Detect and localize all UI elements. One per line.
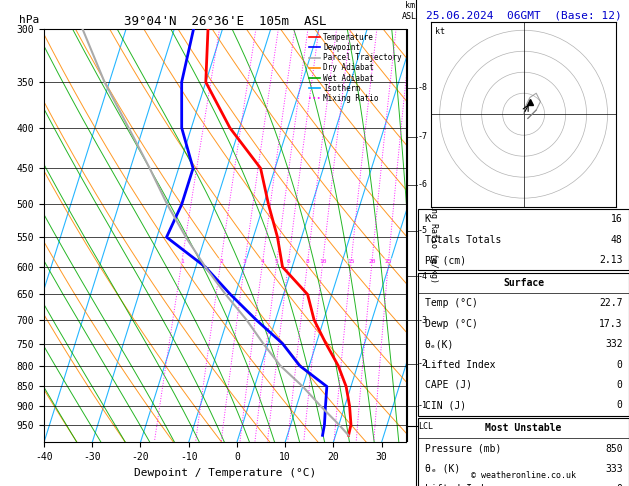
Text: 8: 8 (306, 259, 309, 264)
Text: 6: 6 (287, 259, 291, 264)
Text: 3: 3 (243, 259, 247, 264)
X-axis label: Dewpoint / Temperature (°C): Dewpoint / Temperature (°C) (134, 468, 316, 478)
Text: 0: 0 (617, 400, 623, 410)
Text: 332: 332 (605, 339, 623, 349)
Bar (418, 209, 629, 270)
Text: 4: 4 (261, 259, 265, 264)
Text: θₑ (K): θₑ (K) (425, 464, 460, 474)
Text: -4: -4 (418, 272, 428, 281)
Text: -7: -7 (418, 132, 428, 141)
Text: 333: 333 (605, 464, 623, 474)
Text: -6: -6 (418, 180, 428, 189)
Bar (418, 418, 629, 486)
Text: © weatheronline.co.uk: © weatheronline.co.uk (471, 471, 576, 480)
Text: 25.06.2024  06GMT  (Base: 12): 25.06.2024 06GMT (Base: 12) (426, 11, 621, 21)
Text: Most Unstable: Most Unstable (486, 423, 562, 433)
Bar (418, 273, 629, 416)
Text: Lifted Index: Lifted Index (425, 360, 495, 369)
Text: 48: 48 (611, 235, 623, 244)
Text: K: K (425, 214, 430, 224)
Text: -2: -2 (418, 359, 428, 368)
Text: 22.7: 22.7 (599, 298, 623, 308)
Text: PW (cm): PW (cm) (425, 255, 465, 265)
Text: Lifted Index: Lifted Index (425, 485, 495, 486)
Text: km
ASL: km ASL (403, 1, 417, 21)
Text: Pressure (mb): Pressure (mb) (425, 444, 501, 453)
Text: Dewp (°C): Dewp (°C) (425, 319, 477, 329)
Text: Temp (°C): Temp (°C) (425, 298, 477, 308)
Text: 5: 5 (275, 259, 279, 264)
Text: 20: 20 (368, 259, 376, 264)
Text: CIN (J): CIN (J) (425, 400, 465, 410)
Text: CAPE (J): CAPE (J) (425, 380, 472, 390)
Text: 1: 1 (180, 259, 184, 264)
Text: 17.3: 17.3 (599, 319, 623, 329)
Text: kt: kt (435, 28, 445, 36)
Text: 15: 15 (347, 259, 355, 264)
Text: 850: 850 (605, 444, 623, 453)
Text: LCL: LCL (418, 422, 433, 431)
Text: 2: 2 (219, 259, 223, 264)
Text: -1: -1 (418, 401, 428, 410)
Text: -5: -5 (418, 226, 428, 235)
Text: θₑ(K): θₑ(K) (425, 339, 454, 349)
Legend: Temperature, Dewpoint, Parcel Trajectory, Dry Adiabat, Wet Adiabat, Isotherm, Mi: Temperature, Dewpoint, Parcel Trajectory… (306, 30, 405, 106)
Text: hPa: hPa (19, 15, 39, 25)
Text: Totals Totals: Totals Totals (425, 235, 501, 244)
Text: 0: 0 (617, 380, 623, 390)
Text: 2.13: 2.13 (599, 255, 623, 265)
Text: -3: -3 (418, 316, 428, 325)
Text: Surface: Surface (503, 278, 544, 288)
Text: -8: -8 (418, 84, 428, 92)
Text: Mixing Ratio (g/kg): Mixing Ratio (g/kg) (430, 188, 438, 283)
Text: 16: 16 (611, 214, 623, 224)
Text: 25: 25 (385, 259, 392, 264)
Title: 39°04'N  26°36'E  105m  ASL: 39°04'N 26°36'E 105m ASL (124, 15, 326, 28)
Text: 0: 0 (617, 360, 623, 369)
Text: 0: 0 (617, 485, 623, 486)
Text: 10: 10 (319, 259, 326, 264)
